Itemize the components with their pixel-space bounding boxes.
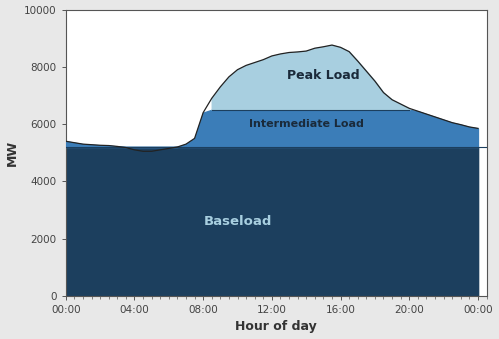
Text: Baseload: Baseload <box>203 215 271 228</box>
Y-axis label: MW: MW <box>5 140 18 166</box>
Text: Intermediate Load: Intermediate Load <box>249 119 364 129</box>
X-axis label: Hour of day: Hour of day <box>235 320 317 334</box>
Text: Peak Load: Peak Load <box>287 69 360 82</box>
